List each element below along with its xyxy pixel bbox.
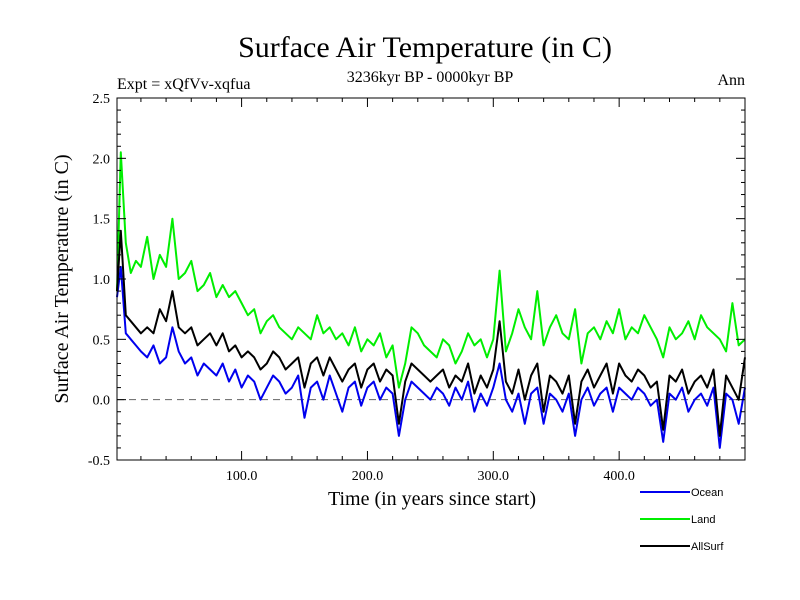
legend-label-ocean: Ocean bbox=[691, 487, 723, 499]
time-range-label: 3236kyr BP - 0000kyr BP bbox=[347, 69, 514, 86]
y-tick-label: 1.5 bbox=[93, 213, 111, 228]
series-line-allsurf bbox=[116, 229, 746, 437]
chart-title: Surface Air Temperature (in C) bbox=[238, 31, 612, 64]
y-tick-label: 2.5 bbox=[93, 92, 111, 107]
x-tick-label: 200.0 bbox=[352, 469, 384, 484]
x-tick-label: 400.0 bbox=[603, 469, 635, 484]
series-line-land bbox=[116, 151, 746, 389]
x-axis-label: Time (in years since start) bbox=[328, 488, 536, 510]
season-label: Ann bbox=[717, 72, 745, 89]
y-tick-label: 2.0 bbox=[93, 152, 111, 167]
y-tick-label: 1.0 bbox=[93, 273, 111, 288]
axes: -0.5 0.0 0.5 1.0 1.5 2.0 2.5 100.0 200.0 300.0 400… bbox=[88, 92, 746, 484]
y-tick-label: 0.0 bbox=[93, 394, 111, 409]
x-tick-label: 100.0 bbox=[226, 469, 258, 484]
legend-label-land: Land bbox=[691, 514, 715, 526]
legend-label-allsurf: AllSurf bbox=[691, 541, 724, 553]
series-line-ocean bbox=[116, 265, 746, 449]
plot-area bbox=[116, 151, 746, 449]
legend: Ocean Land AllSurf bbox=[640, 487, 724, 553]
x-tick-label: 300.0 bbox=[478, 469, 510, 484]
y-tick-label: 0.5 bbox=[93, 333, 111, 348]
experiment-label: Expt = xQfVv-xqfua bbox=[117, 76, 250, 93]
y-axis-label: Surface Air Temperature (in C) bbox=[51, 154, 73, 403]
y-tick-label: -0.5 bbox=[88, 454, 110, 469]
